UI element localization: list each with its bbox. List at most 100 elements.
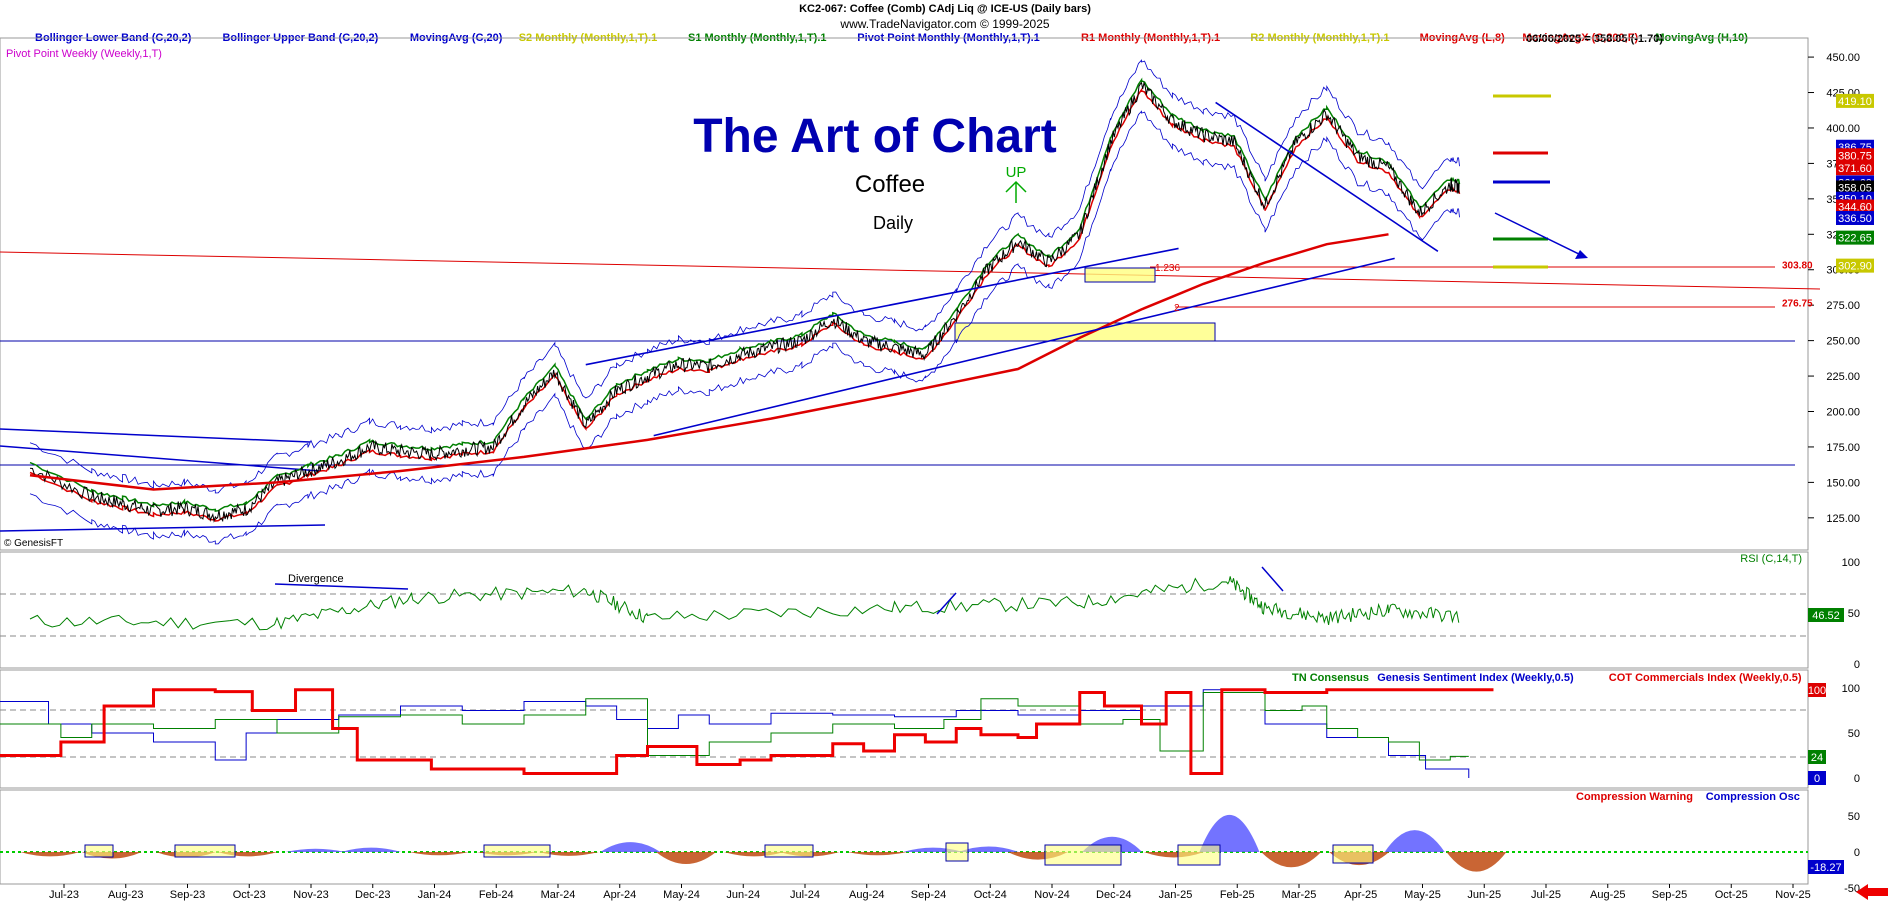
sentiment-legend-item: TN Consensus [1292,672,1369,684]
compression-axis: 50 0 -50 [1844,811,1860,895]
x-tick-label: Jul-24 [790,889,820,901]
y-tick-label: 250.00 [1826,336,1860,348]
x-tick-label: Jan-24 [418,889,452,901]
x-tick-label: Jul-25 [1531,889,1561,901]
chart-header-title: KC2-067: Coffee (Comb) CAdj Liq @ ICE-US… [799,3,1091,15]
x-tick-label: Oct-23 [233,889,266,901]
price-tag: 371.60 [1838,163,1872,175]
compression-warning-hump [20,852,80,857]
bollinger-lower-band [29,110,1460,545]
x-tick-label: Sep-24 [911,889,946,901]
x-tick-label: Oct-24 [974,889,1007,901]
sentiment-tag-bg [1808,771,1826,785]
rsi-tick-label: 50 [1848,608,1860,620]
x-tick-label: Apr-24 [603,889,636,901]
divergence-line [274,583,409,590]
price-tag-bg [1836,180,1874,195]
consolidation-box-dec24 [1084,267,1156,283]
compression-box [764,844,814,858]
sentiment-tag-bg [1808,750,1826,764]
scroll-right-icon[interactable] [1856,884,1888,900]
tn-consensus-line [0,692,1469,761]
compression-tick-label: 0 [1854,847,1860,859]
trend-line [585,247,1179,366]
fib-1236-label: 1.236 [1155,263,1180,274]
compression-osc-hump [341,847,402,852]
level-label: 303.80 [1782,260,1813,271]
comp-last-tag-bg [1808,860,1844,874]
compression-legend-item: Compression Warning [1576,791,1693,803]
compression-warning-hump [847,852,908,856]
x-tick-label: Mar-24 [541,889,576,901]
overlay-period: Daily [873,213,913,233]
y-tick-label: 200.00 [1826,407,1860,419]
x-tick-label: Jan-25 [1159,889,1193,901]
y-tick-label: 125.00 [1826,513,1860,525]
compression-box [945,842,969,862]
x-tick-label: Feb-24 [479,889,514,901]
trend-lines [585,101,1439,437]
downtrend-arrow [1494,212,1586,258]
chart-header-copyright: www.TradeNavigator.com © 1999-2025 [839,17,1049,31]
price-tag: 380.75 [1838,150,1872,162]
early-downtrend [0,445,321,472]
pivot-weekly-legend: Pivot Point Weekly (Weekly,1,T) [6,48,162,60]
sentiment-tick-label: 0 [1854,773,1860,785]
price-tag-bg [1836,148,1874,163]
comp-last-tag: -18.27 [1810,862,1841,874]
rsi-down-line [1261,566,1284,592]
compression-box [1044,844,1122,866]
price-series [29,59,1461,545]
price-tag-bg [1836,161,1874,176]
compression-tick-label: 50 [1848,811,1860,823]
price-tag: 302.90 [1838,261,1872,273]
price-bars [29,81,1460,523]
level-label: 276.75 [1782,299,1813,310]
genesis-copyright: © GenesisFT [4,538,63,549]
x-tick-label: Feb-25 [1220,889,1255,901]
price-tag-bg [1836,210,1874,225]
price-tag: 419.10 [1838,96,1872,108]
y-tick-label: 400.00 [1826,123,1860,135]
compression-box [1332,844,1374,864]
y-tick-label: 150.00 [1826,477,1860,489]
x-tick-label: Jul-23 [49,889,79,901]
x-tick-label: May-25 [1404,889,1441,901]
compression-legend: Compression Warning Compression Osc [1576,791,1800,803]
sentiment-tick-label: 100 [1842,683,1860,695]
x-tick-label: Dec-24 [1096,889,1131,901]
y-tick-label: 225.00 [1826,371,1860,383]
sentiment-legend-item: COT Commercials Index (Weekly,0.5) [1609,672,1802,684]
sentiment-legend-item: Genesis Sentiment Index (Weekly,0.5) [1377,672,1574,684]
sentiment-panel-frame [0,669,1809,789]
rsi-last-tag: 46.52 [1812,610,1840,622]
rsi-line [29,576,1460,631]
compression-osc-hump [958,846,1019,852]
x-tick-label: Jun-25 [1467,889,1501,901]
price-tag-bg [1836,93,1874,108]
x-tick-label: Aug-24 [849,889,884,901]
rsi-tick-label: 0 [1854,659,1860,671]
sentiment-tick-label: 50 [1848,728,1860,740]
compression-box [84,844,114,858]
bollinger-upper-band [29,59,1460,494]
x-tick-label: Dec-23 [355,889,390,901]
up-arrowhead-icon [1005,180,1027,193]
moving-avg-h10 [29,77,1461,512]
y-tick-label: 450.00 [1826,52,1860,64]
price-tag: 336.50 [1838,213,1872,225]
compression-osc-hump [285,848,346,852]
rsi-label: RSI (C,14,T) [1740,553,1802,565]
divergence-label: Divergence [288,573,344,585]
compression-warning-hump [1261,852,1322,868]
fib-2-label: 2 [1174,303,1180,314]
sentiment-tags: 100 24 0 [1808,683,1826,785]
compression-box [483,844,551,858]
price-tag: 358.05 [1838,182,1872,194]
x-tick-label: Nov-25 [1775,889,1810,901]
last-quote: 06/06/2025 = 358.05 (-1.70) [1526,33,1663,45]
price-tags: 419.10386.75380.75371.60361.60358.05350.… [1836,93,1874,273]
sentiment-tag: 0 [1814,773,1820,785]
y-tick-label: 175.00 [1826,442,1860,454]
x-tick-label: Nov-24 [1034,889,1069,901]
